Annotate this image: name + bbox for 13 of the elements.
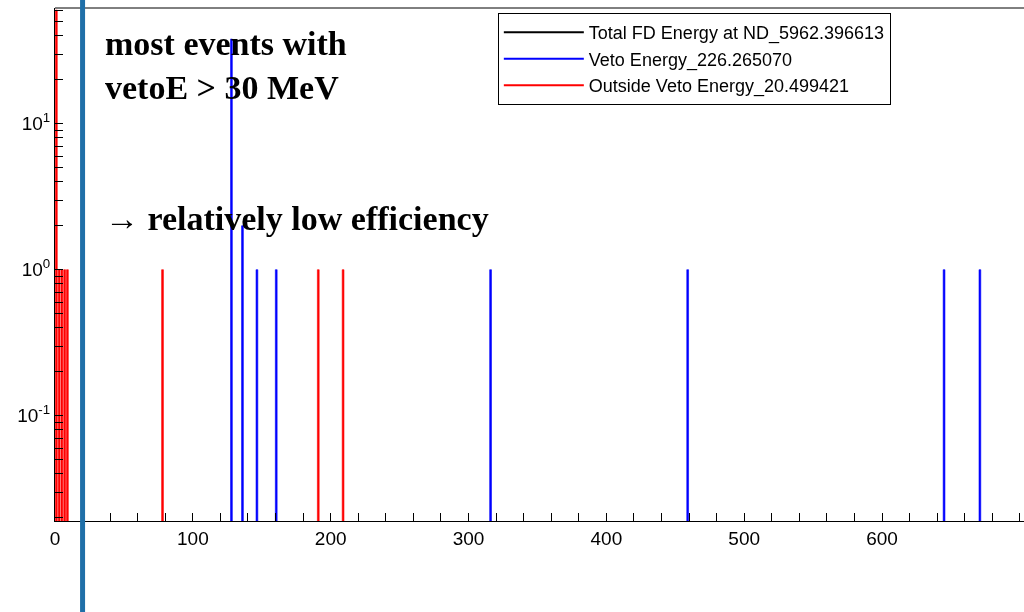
x-tick-label: 0: [49, 527, 61, 549]
legend-label: Veto Energy_226.265070: [588, 49, 793, 71]
y-tick-label: 10$^{0}$: [21, 256, 51, 281]
x-tick-label: 300: [452, 527, 485, 549]
legend-label: Outside Veto Energy_20.499421: [588, 76, 850, 98]
y-tick-label: 10$^{1}$: [21, 110, 51, 135]
x-tick-label: 400: [590, 527, 623, 549]
y-tick-label: 10$^{-1}$: [17, 402, 51, 427]
x-tick-label: 100: [176, 527, 209, 549]
x-tick-label: 200: [314, 527, 347, 549]
legend-label: Total FD Energy at ND_5962.396613: [588, 23, 885, 45]
x-tick-label: 500: [728, 527, 761, 549]
x-tick-label: 600: [866, 527, 898, 549]
